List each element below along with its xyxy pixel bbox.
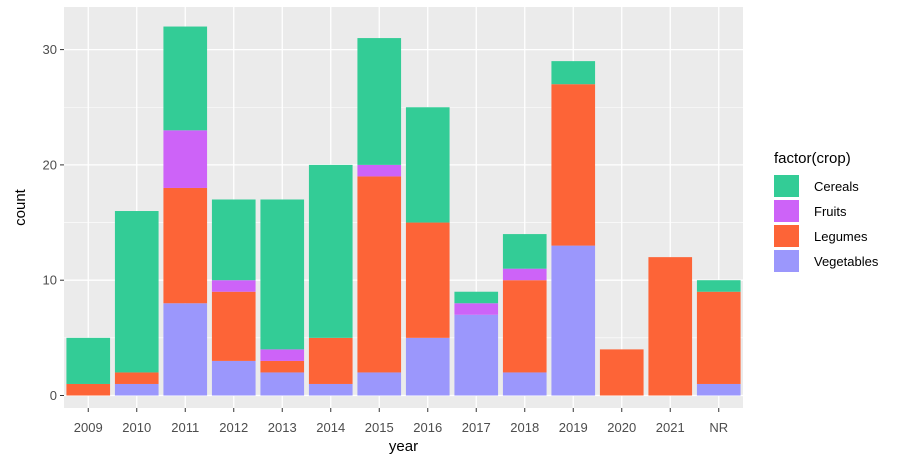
bar-vegetables-2010	[114, 383, 159, 396]
x-tick-label: 2013	[268, 420, 297, 435]
y-tick-label: 30	[43, 42, 57, 57]
bar-vegetables-nr	[696, 383, 741, 396]
y-tick-label: 0	[50, 388, 57, 403]
bar-fruits-2012	[211, 280, 256, 292]
x-tick-label: NR	[709, 420, 728, 435]
bar-cereals-2019	[551, 61, 596, 85]
bar-vegetables-2017	[454, 314, 499, 396]
y-tick-label: 10	[43, 273, 57, 288]
bar-cereals-2010	[114, 211, 159, 373]
x-tick-label: 2012	[219, 420, 248, 435]
bar-vegetables-2015	[357, 372, 402, 396]
x-tick-label: 2020	[607, 420, 636, 435]
x-tick-label: 2014	[316, 420, 345, 435]
legend-label-cereals: Cereals	[814, 179, 859, 194]
x-tick-label: 2017	[462, 420, 491, 435]
bar-cereals-2013	[260, 199, 305, 350]
legend: factor(crop) Cereals Fruits Legumes Vegetab…	[774, 150, 879, 272]
bar-legumes-2013	[260, 360, 305, 373]
x-tick-label: 2011	[171, 420, 199, 435]
x-tick-label: 2015	[365, 420, 394, 435]
bar-vegetables-2011	[163, 303, 208, 396]
x-tick-label: 2016	[413, 420, 442, 435]
bar-vegetables-2014	[308, 383, 353, 396]
legend-label-vegetables: Vegetables	[814, 254, 879, 269]
y-tick-label: 20	[43, 157, 57, 172]
x-axis-title: year	[389, 438, 418, 455]
x-axis-ticks: 2009 2010 2011 2012 2013 2014 2015 2016 2017 2018…	[74, 408, 728, 435]
bar-legumes-2016	[405, 222, 450, 338]
legend-label-fruits: Fruits	[814, 204, 847, 219]
bar-legumes-2021	[648, 257, 693, 396]
bar-vegetables-2013	[260, 372, 305, 396]
bar-vegetables-2019	[551, 245, 596, 396]
bar-legumes-2019	[551, 84, 596, 246]
bar-cereals-2009	[66, 337, 111, 384]
bar-vegetables-2016	[405, 337, 450, 396]
legend-swatch-vegetables	[774, 250, 799, 272]
x-tick-label: 2010	[122, 420, 151, 435]
bar-legumes-2012	[211, 291, 256, 361]
legend-swatch-legumes	[774, 225, 799, 247]
bar-fruits-2013	[260, 349, 305, 361]
bar-vegetables-2012	[211, 360, 256, 396]
bars	[66, 26, 741, 396]
bar-cereals-2018	[502, 234, 547, 269]
bar-cereals-2011	[163, 26, 208, 131]
bar-fruits-2015	[357, 164, 402, 177]
bar-legumes-nr	[696, 291, 741, 384]
legend-title: factor(crop)	[774, 150, 851, 167]
bar-legumes-2014	[308, 337, 353, 384]
bar-legumes-2009	[66, 383, 111, 396]
bar-legumes-2015	[357, 176, 402, 373]
y-axis-ticks: 0 10 20 30	[43, 42, 64, 403]
bar-cereals-2014	[308, 164, 353, 338]
bar-cereals-2016	[405, 107, 450, 223]
bar-fruits-2017	[454, 303, 499, 315]
x-tick-label: 2019	[559, 420, 588, 435]
x-tick-label: 2021	[656, 420, 685, 435]
bar-cereals-2012	[211, 199, 256, 281]
bar-cereals-2015	[357, 38, 402, 165]
bar-legumes-2020	[599, 349, 644, 396]
bar-fruits-2018	[502, 268, 547, 281]
x-tick-label: 2018	[510, 420, 539, 435]
legend-swatch-fruits	[774, 200, 799, 222]
bar-cereals-2017	[454, 291, 499, 304]
bar-legumes-2018	[502, 280, 547, 373]
legend-swatch-cereals	[774, 175, 799, 197]
bar-fruits-2011	[163, 130, 208, 188]
bar-cereals-nr	[696, 280, 741, 292]
y-axis-title: count	[12, 188, 29, 226]
bar-vegetables-2018	[502, 372, 547, 396]
bar-legumes-2011	[163, 187, 208, 304]
bar-legumes-2010	[114, 372, 159, 384]
x-tick-label: 2009	[74, 420, 103, 435]
legend-label-legumes: Legumes	[814, 229, 868, 244]
